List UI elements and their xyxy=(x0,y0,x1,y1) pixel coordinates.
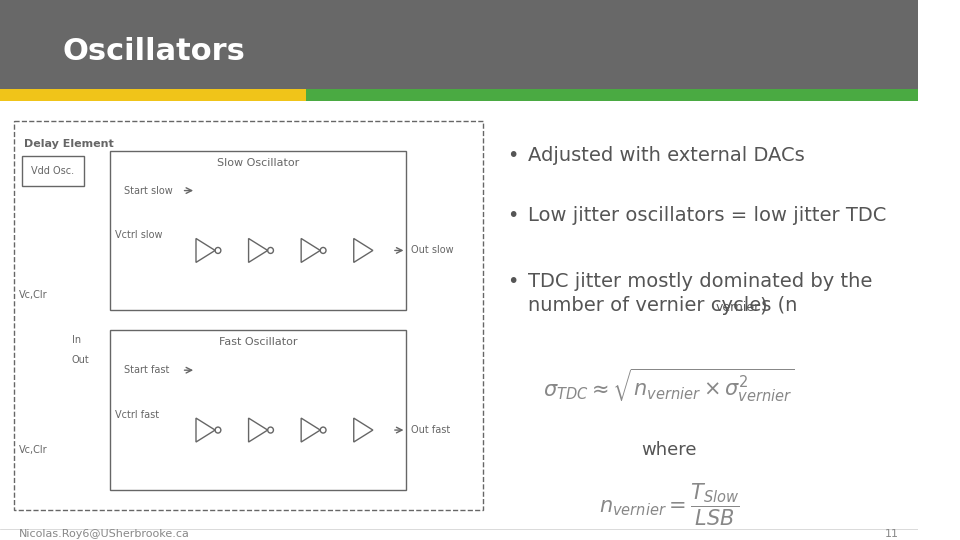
Text: TDC jitter mostly dominated by the: TDC jitter mostly dominated by the xyxy=(528,272,872,292)
Text: Out slow: Out slow xyxy=(411,246,454,255)
Text: number of vernier cycles (n: number of vernier cycles (n xyxy=(528,296,797,315)
Bar xyxy=(110,330,406,490)
Text: 11: 11 xyxy=(885,529,899,539)
Text: •: • xyxy=(507,272,518,292)
Text: Vc,Clr: Vc,Clr xyxy=(19,291,48,300)
Text: vernier: vernier xyxy=(716,301,760,314)
Text: Out fast: Out fast xyxy=(411,425,450,435)
Text: Fast Oscillator: Fast Oscillator xyxy=(219,338,298,347)
Text: $\sigma_{TDC} \approx \sqrt{n_{vernier} \times \sigma^2_{vernier}}$: $\sigma_{TDC} \approx \sqrt{n_{vernier} … xyxy=(543,366,795,404)
Text: ): ) xyxy=(759,296,767,315)
Text: Start fast: Start fast xyxy=(124,365,170,375)
Text: Start slow: Start slow xyxy=(124,186,173,195)
Text: Vc,Clr: Vc,Clr xyxy=(19,445,48,455)
Text: where: where xyxy=(641,441,697,459)
Bar xyxy=(0,0,918,89)
Text: Nicolas.Roy6@USherbrooke.ca: Nicolas.Roy6@USherbrooke.ca xyxy=(19,529,190,539)
Text: Slow Oscillator: Slow Oscillator xyxy=(217,158,300,167)
Text: Vctrl slow: Vctrl slow xyxy=(115,231,162,240)
Text: •: • xyxy=(507,206,518,225)
Text: $n_{vernier} = \dfrac{T_{Slow}}{LSB}$: $n_{vernier} = \dfrac{T_{Slow}}{LSB}$ xyxy=(599,482,740,528)
Text: Delay Element: Delay Element xyxy=(24,139,113,148)
Bar xyxy=(22,156,84,186)
Text: Adjusted with external DACs: Adjusted with external DACs xyxy=(528,146,804,165)
Text: Vdd Osc.: Vdd Osc. xyxy=(31,166,74,176)
Bar xyxy=(0,89,306,101)
Bar xyxy=(110,151,406,310)
Text: Out: Out xyxy=(72,355,89,365)
Text: In: In xyxy=(72,335,81,345)
Text: Low jitter oscillators = low jitter TDC: Low jitter oscillators = low jitter TDC xyxy=(528,206,886,225)
Bar xyxy=(14,121,483,510)
Text: Vctrl fast: Vctrl fast xyxy=(115,410,158,420)
Text: Oscillators: Oscillators xyxy=(62,37,245,66)
Text: •: • xyxy=(507,146,518,165)
Bar xyxy=(306,89,918,101)
